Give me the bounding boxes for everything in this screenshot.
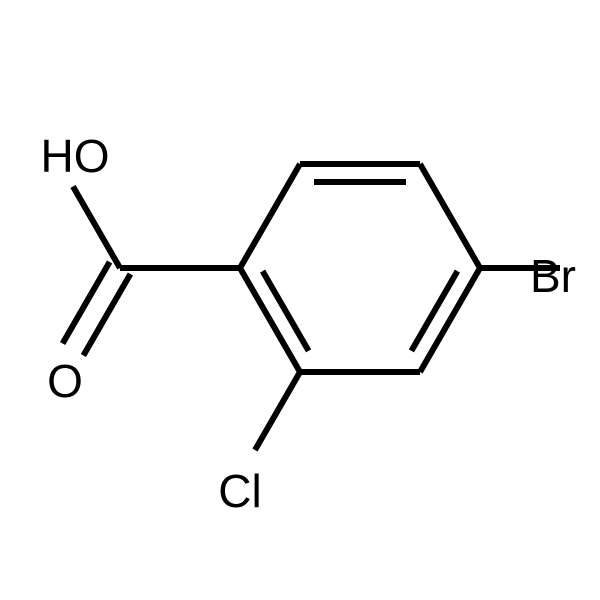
atom-label: Br [530,250,576,302]
bond [411,271,457,351]
bond [240,164,300,268]
atom-label: HO [41,130,110,182]
bond [63,262,110,343]
bond [255,372,300,450]
atom-label: O [47,355,83,407]
bond [263,271,309,351]
atom-label: Cl [218,465,261,517]
bond [83,274,130,355]
bond [420,164,480,268]
molecule-diagram: HO O Br Cl [0,0,600,600]
bond [73,187,120,268]
